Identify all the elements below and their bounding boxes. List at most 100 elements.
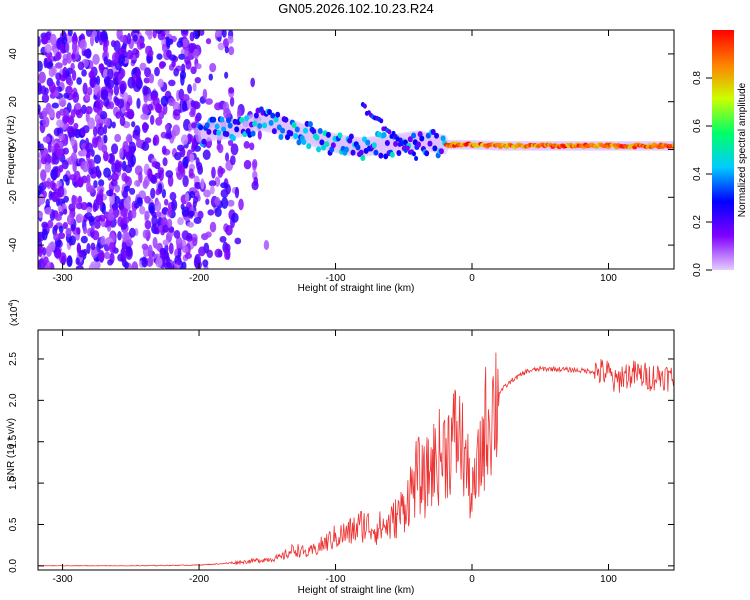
spectrogram-cell (373, 149, 379, 156)
spectrogram-cell (198, 246, 206, 257)
spectrogram-cell (62, 174, 69, 182)
snr-x-ticks: -300 -200 -100 0 100 (53, 330, 617, 585)
spectrogram-cell (209, 185, 215, 195)
spectrogram-cell (44, 43, 53, 54)
snr-multiplier-base: (x10 (9, 306, 20, 326)
spectrogram-cell (221, 197, 229, 209)
spectrogram-cell (201, 138, 207, 145)
spectrogram-cell (42, 247, 47, 256)
spectrogram-cell (54, 213, 62, 222)
spectrogram-cell (211, 166, 216, 179)
spectrogram-cell (361, 136, 367, 143)
spectrogram-cell (151, 161, 159, 168)
spectrogram-cell (51, 102, 59, 109)
spectrogram-cell (214, 196, 221, 206)
spectrogram-cell (268, 119, 274, 126)
spectrogram-cell (148, 73, 155, 84)
spectrogram-cell (159, 247, 165, 259)
spectrogram-cell (381, 131, 387, 138)
spectrogram-cell (126, 108, 135, 120)
spectrogram-cell (38, 198, 44, 206)
spectrogram-cell (92, 53, 100, 65)
spectrogram-cell (131, 79, 136, 88)
spectrogram-cell (205, 38, 212, 45)
spectrogram-cell (283, 116, 289, 123)
spectrogram-cell (162, 224, 169, 233)
spectrogram-cell (76, 214, 82, 224)
spectrogram-cell (58, 108, 67, 116)
spectrogram-cell (162, 157, 168, 167)
spectrogram-x-tick-label: 100 (600, 273, 617, 284)
colorbar: 0.0 0.2 0.4 0.6 0.8 Normalized spectral ampl… (692, 30, 748, 277)
spectrogram-cell (430, 128, 436, 135)
spectrogram-cell (154, 200, 162, 212)
spectrogram-cell (180, 73, 185, 86)
spectrogram-cell (176, 40, 183, 48)
spectrogram-cell (198, 124, 204, 131)
spectrogram-cell (107, 259, 114, 266)
spectrogram-cell (249, 142, 255, 151)
spectrogram-cell (206, 128, 212, 135)
spectrogram-cell (362, 103, 367, 109)
spectrogram-cell (104, 76, 110, 87)
spectrogram-cell (208, 180, 217, 187)
snr-x-label: Height of straight line (km) (298, 585, 415, 596)
spectrogram-cell (153, 225, 159, 235)
spectrogram-cell (88, 70, 95, 79)
snr-y-tick-label: 0.5 (8, 517, 19, 531)
spectrogram-cell (243, 141, 250, 149)
spectrogram-cell (91, 230, 100, 241)
spectrogram-cell (56, 150, 63, 159)
spectrogram-cell (141, 122, 150, 131)
spectrogram-cell (307, 121, 313, 128)
spectrogram-cell (103, 124, 108, 135)
spectrogram-cell (224, 46, 229, 54)
spectrogram-cell (111, 143, 119, 155)
snr-frame (37, 329, 675, 571)
spectrogram-cell (45, 198, 50, 207)
spectrogram-cell (234, 186, 240, 199)
spectrogram-cell (119, 84, 125, 95)
spectrogram-cell (191, 144, 196, 153)
snr-multiplier-exponent: 4 (8, 303, 15, 307)
spectrogram-cell (81, 148, 87, 157)
spectrogram-cell (266, 108, 272, 115)
spectrogram-cell (105, 218, 111, 227)
spectrogram-cell (103, 97, 110, 108)
spectrogram-cell (58, 225, 64, 233)
spectrogram-cell (188, 134, 194, 143)
spectrogram-cell (203, 189, 211, 198)
spectrogram-cell (348, 133, 354, 140)
spectrogram-cell (125, 134, 133, 143)
spectrogram-cell (314, 134, 320, 141)
spectrogram-cell (70, 152, 78, 164)
spectrogram-cell (80, 201, 88, 211)
spectrogram-cell (97, 126, 105, 136)
spectrogram-cell (166, 49, 172, 59)
spectrogram-cell (229, 96, 235, 107)
spectrogram-cell (171, 199, 178, 211)
spectrogram-cell (230, 135, 236, 142)
spectrogram-cell (175, 236, 183, 248)
spectrogram-cell (71, 40, 78, 53)
spectrogram-cell (154, 172, 162, 179)
spectrogram-cell (395, 136, 400, 142)
spectrogram-cell (164, 124, 170, 131)
snr-x-tick-label: -200 (189, 574, 209, 585)
spectrogram-cell (378, 152, 384, 159)
spectrogram-cell (147, 103, 154, 111)
spectrogram-cell (193, 196, 199, 204)
spectrogram-cell (275, 111, 281, 118)
spectrogram-cell (225, 152, 230, 162)
spectrogram-cell (88, 217, 95, 227)
spectrogram-cell (230, 143, 239, 156)
spectrogram-cell (358, 149, 364, 156)
spectrogram-y-ticks: -40 -20 0 20 40 (8, 48, 674, 252)
spectrogram-cell (67, 255, 73, 267)
spectrogram-cell (181, 206, 190, 218)
spectrogram-cell (187, 84, 193, 94)
spectrogram-cell (181, 93, 190, 102)
spectrogram-cell (438, 148, 444, 155)
spectrogram-cell (135, 180, 141, 187)
spectrogram-cell (41, 221, 49, 229)
